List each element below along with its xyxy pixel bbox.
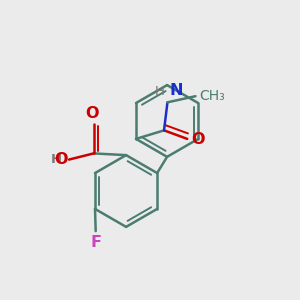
Text: H: H xyxy=(155,85,165,98)
Text: CH₃: CH₃ xyxy=(199,88,225,103)
Text: O: O xyxy=(85,106,99,121)
Text: F: F xyxy=(90,235,101,250)
Text: N: N xyxy=(169,83,183,98)
Text: O: O xyxy=(54,152,67,167)
Text: O: O xyxy=(191,132,205,147)
Text: H: H xyxy=(50,153,62,166)
